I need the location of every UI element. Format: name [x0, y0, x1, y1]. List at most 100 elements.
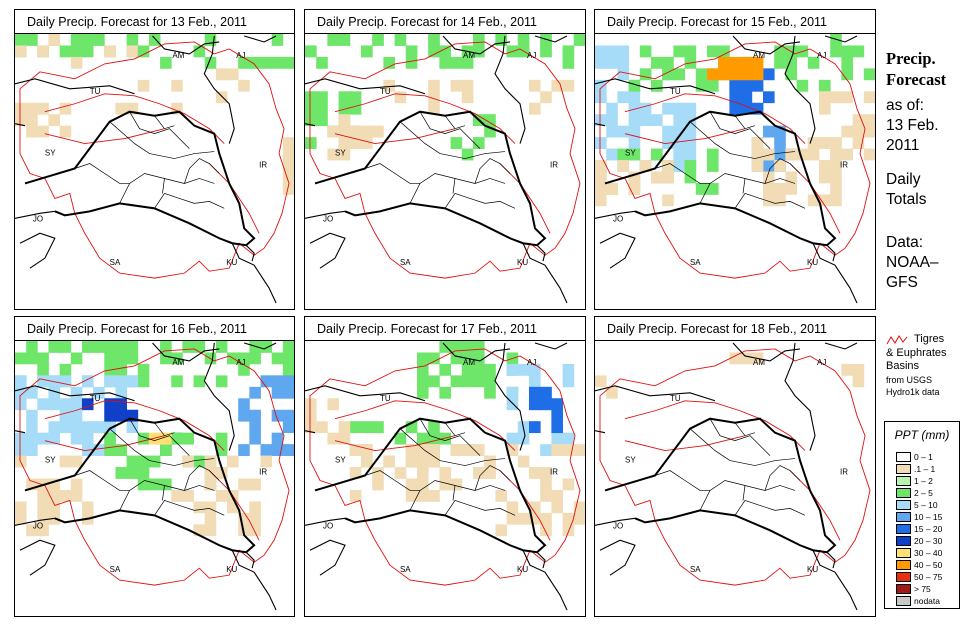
precip-cell [361, 444, 373, 456]
sidebar-totals-line1: Daily [886, 171, 921, 188]
precip-cell [684, 137, 697, 149]
precip-cell [70, 409, 83, 422]
precip-cell [617, 56, 629, 69]
country-border [74, 470, 130, 491]
country-label: AJ [527, 358, 536, 367]
precip-cell [819, 137, 831, 149]
precip-cell [417, 363, 429, 376]
precip-cell [551, 79, 563, 92]
precip-cell [115, 363, 127, 376]
precip-cell [305, 102, 317, 115]
precip-cell [249, 524, 261, 537]
precip-cell [48, 478, 61, 491]
precip-cell [473, 45, 485, 58]
precip-cell [473, 352, 485, 365]
precip-cell [473, 34, 485, 46]
precip-cell [48, 341, 61, 353]
precip-cell [249, 478, 261, 491]
precip-cell [148, 34, 161, 46]
precip-cell [506, 512, 519, 525]
legend-swatch [896, 475, 911, 486]
precip-cell [70, 45, 83, 58]
precip-cell [171, 432, 183, 445]
country-border [522, 550, 568, 611]
precip-cell [327, 148, 339, 161]
country-border [654, 163, 710, 184]
country-border [305, 210, 346, 219]
precip-cell [841, 68, 853, 81]
precip-cell [249, 352, 261, 365]
precip-cell [740, 102, 753, 115]
precip-cell [639, 102, 652, 115]
precip-cell [171, 375, 183, 388]
country-border [452, 178, 456, 194]
precip-cell [59, 102, 72, 115]
precip-cell [70, 478, 83, 491]
legend-label: 50 – 75 [914, 571, 943, 582]
country-border [244, 35, 277, 43]
precip-cell [729, 102, 741, 115]
country-border [452, 485, 456, 501]
precip-cell [617, 160, 629, 172]
country-label: IR [840, 161, 848, 170]
precip-cell [684, 160, 697, 172]
precip-cell [204, 501, 217, 514]
precip-cell [819, 160, 831, 172]
precip-cell [93, 341, 105, 353]
precip-cell [305, 45, 317, 58]
country-border [305, 430, 316, 434]
precip-cell [372, 125, 384, 138]
country-label: SA [400, 258, 411, 267]
precip-cell [126, 375, 139, 388]
precip-cell [617, 45, 629, 58]
precip-cell [529, 421, 541, 434]
precip-cell [428, 489, 440, 502]
precip-cell [529, 386, 541, 399]
sidebar-totals-line2: Totals [886, 191, 927, 208]
country-border [399, 121, 506, 159]
legend-swatch [896, 583, 911, 594]
basin-outline [789, 470, 841, 541]
country-border [824, 342, 858, 350]
precip-cell [785, 182, 797, 195]
precip-cell [260, 444, 273, 456]
precip-cell [651, 56, 663, 69]
precip-cell [863, 68, 875, 81]
precip-cell [461, 444, 474, 456]
legend-row: 40 – 50 [896, 559, 942, 570]
precip-cell [428, 421, 440, 434]
country-label: SA [690, 565, 701, 574]
precip-cell [115, 375, 127, 388]
legend-row: 0 – 1 [896, 451, 933, 462]
precip-cell [807, 194, 820, 207]
precip-cell [417, 467, 429, 479]
country-border [689, 428, 796, 466]
precip-cell [93, 386, 105, 399]
precip-cell [417, 478, 429, 491]
precip-cell [707, 182, 719, 195]
precip-cell [81, 421, 94, 434]
legend-label: 2 – 5 [914, 487, 933, 498]
legend-label: > 75 [914, 583, 931, 594]
legend-label: nodata [914, 595, 940, 606]
precip-cell [774, 125, 786, 138]
country-border [15, 517, 55, 526]
precip-cell [48, 114, 61, 127]
legend-label: 1 – 2 [914, 475, 933, 486]
precip-cell [695, 68, 708, 81]
precip-cell [115, 386, 127, 399]
precip-grid [305, 341, 585, 537]
precip-cell [540, 386, 552, 399]
precip-cell [104, 432, 116, 445]
precip-cell [81, 501, 94, 514]
precip-cell [182, 489, 194, 502]
precip-cell [215, 444, 228, 456]
precip-cell [394, 91, 407, 104]
precip-cell [15, 386, 27, 399]
country-label: KU [226, 565, 237, 574]
precip-cell [26, 444, 38, 456]
country-border [734, 115, 756, 130]
precip-cell [473, 341, 485, 353]
country-label: IR [840, 468, 848, 477]
basin-outline [309, 348, 581, 586]
